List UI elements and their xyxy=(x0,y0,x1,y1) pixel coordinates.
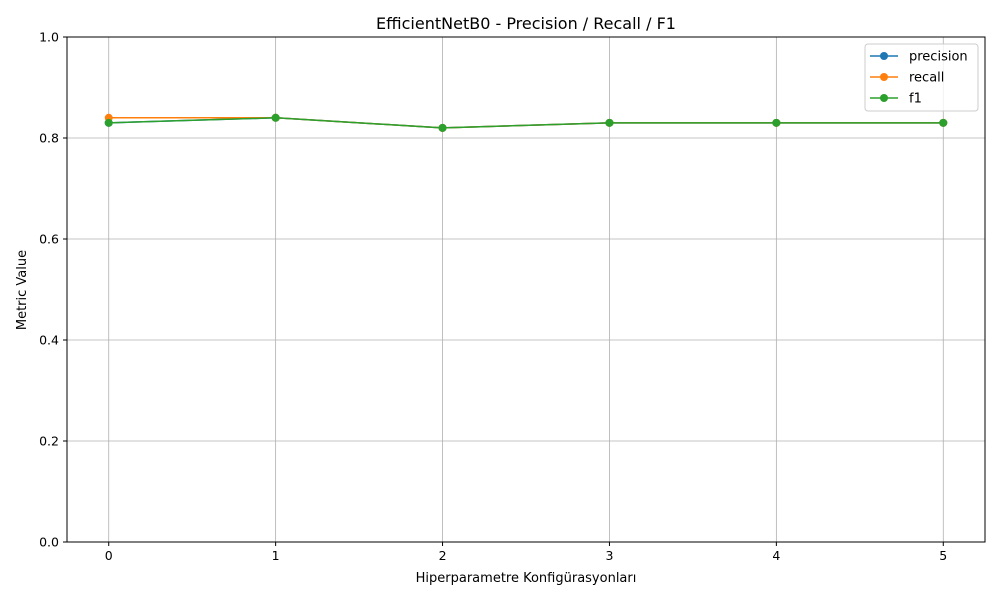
legend-label-precision: precision xyxy=(909,50,968,65)
x-axis-label: Hiperparametre Konfigürasyonları xyxy=(416,571,637,586)
data-point-f1 xyxy=(438,123,447,132)
legend-label-f1: f1 xyxy=(909,92,922,107)
legend-label-recall: recall xyxy=(909,71,944,86)
legend-marker-recall xyxy=(880,73,888,81)
series-f1 xyxy=(104,113,948,132)
y-tick-label: 0.8 xyxy=(39,131,59,146)
legend: precision recall f1 xyxy=(864,43,979,112)
y-axis-label: Metric Value xyxy=(15,250,30,330)
x-tick-label: 4 xyxy=(772,548,780,563)
y-axis-ticks: 0.0 0.2 0.4 0.6 0.8 1.0 xyxy=(39,30,67,550)
x-tick-label: 5 xyxy=(939,548,947,563)
x-tick-label: 1 xyxy=(272,548,280,563)
x-tick-label: 3 xyxy=(605,548,613,563)
data-point-f1 xyxy=(939,118,948,127)
x-tick-label: 2 xyxy=(439,548,447,563)
legend-marker-f1 xyxy=(880,94,888,102)
series-line-f1 xyxy=(108,117,944,129)
data-point-f1 xyxy=(772,118,781,127)
y-tick-label: 0.6 xyxy=(39,232,59,247)
data-point-f1 xyxy=(271,113,280,122)
x-tick-label: 0 xyxy=(105,548,113,563)
plot-area-frame xyxy=(66,36,986,543)
chart-title: EfficientNetB0 - Precision / Recall / F1 xyxy=(376,14,676,33)
legend-box xyxy=(864,43,979,112)
data-point-f1 xyxy=(605,118,614,127)
series-layer xyxy=(104,113,948,132)
y-tick-label: 1.0 xyxy=(39,30,59,45)
y-tick-label: 0.4 xyxy=(39,333,59,348)
legend-marker-precision xyxy=(880,52,888,60)
y-tick-label: 0.2 xyxy=(39,434,59,449)
data-point-f1 xyxy=(104,118,113,127)
x-axis-ticks: 0 1 2 3 4 5 xyxy=(105,542,947,563)
y-tick-label: 0.0 xyxy=(39,535,59,550)
